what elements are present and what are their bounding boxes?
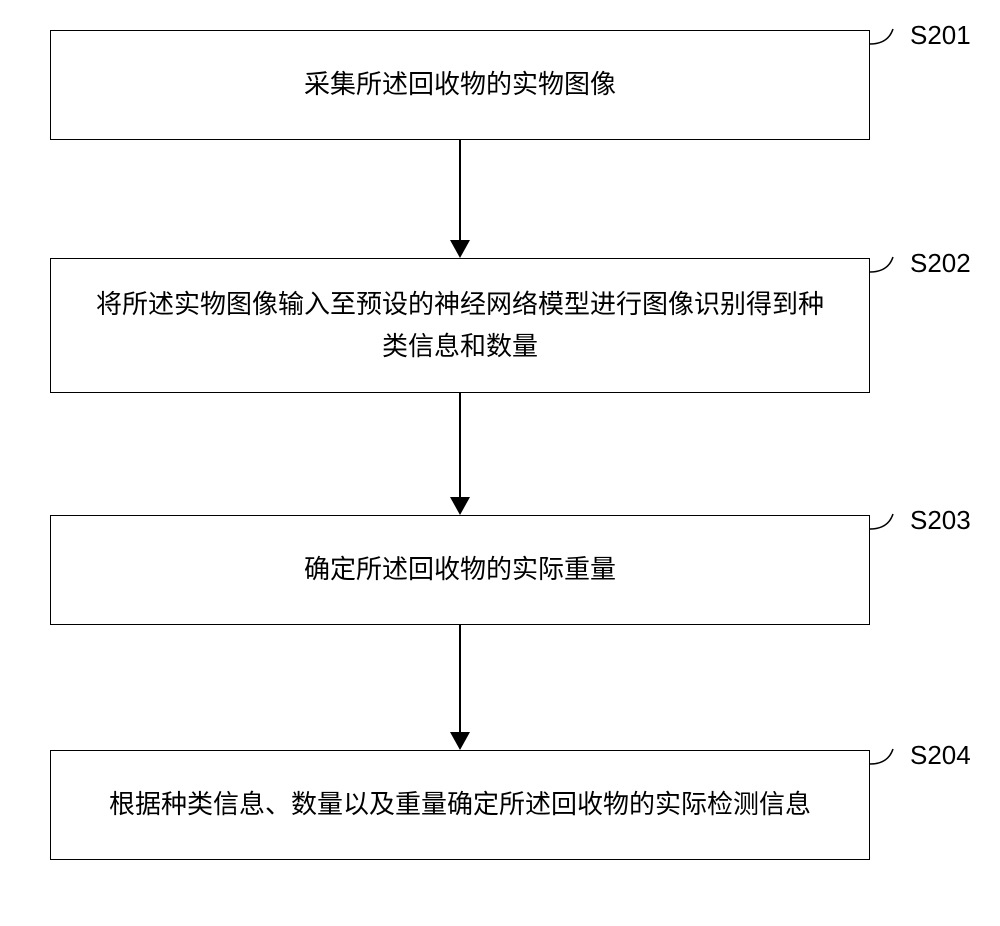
flowchart-step-box: 根据种类信息、数量以及重量确定所述回收物的实际检测信息 <box>50 750 870 860</box>
flowchart-arrow-line <box>459 625 461 732</box>
step-text: 将所述实物图像输入至预设的神经网络模型进行图像识别得到种类信息和数量 <box>91 284 829 367</box>
step-label: S203 <box>910 505 971 536</box>
label-connector-curve <box>868 24 908 64</box>
flowchart-step-box: 将所述实物图像输入至预设的神经网络模型进行图像识别得到种类信息和数量 <box>50 258 870 393</box>
flowchart-arrow-line <box>459 393 461 497</box>
step-text: 确定所述回收物的实际重量 <box>304 549 616 591</box>
flowchart-arrow-head <box>450 732 470 750</box>
flowchart-step-box: 确定所述回收物的实际重量 <box>50 515 870 625</box>
flowchart-container: 采集所述回收物的实物图像 S201 将所述实物图像输入至预设的神经网络模型进行图… <box>0 0 1000 926</box>
flowchart-arrow-line <box>459 140 461 240</box>
step-label: S202 <box>910 248 971 279</box>
label-connector-curve <box>868 252 908 292</box>
step-label: S201 <box>910 20 971 51</box>
label-connector-curve <box>868 509 908 549</box>
flowchart-arrow-head <box>450 497 470 515</box>
step-text: 根据种类信息、数量以及重量确定所述回收物的实际检测信息 <box>109 784 811 826</box>
label-connector-curve <box>868 744 908 784</box>
step-text: 采集所述回收物的实物图像 <box>304 64 616 106</box>
step-label: S204 <box>910 740 971 771</box>
flowchart-arrow-head <box>450 240 470 258</box>
flowchart-step-box: 采集所述回收物的实物图像 <box>50 30 870 140</box>
